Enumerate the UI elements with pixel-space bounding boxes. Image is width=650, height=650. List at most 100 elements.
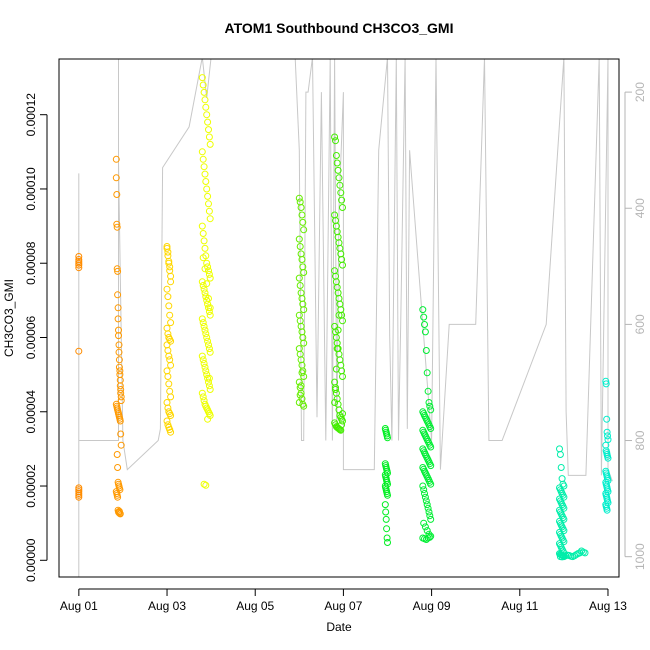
data-point [199, 282, 207, 289]
data-point [201, 170, 209, 178]
data-point [200, 285, 208, 293]
data-point [163, 417, 171, 425]
data-point [334, 166, 342, 174]
data-point [166, 263, 174, 271]
data-point [75, 253, 83, 260]
pressure-track [78, 59, 613, 577]
data-point [421, 493, 429, 501]
data-point [204, 337, 212, 345]
series-aug-09 [419, 306, 435, 543]
data-point [200, 480, 208, 488]
data-point [556, 451, 564, 458]
data-point [297, 289, 305, 297]
y-tick-label: 0.00008 [24, 241, 38, 285]
y-tick-label: 0.00006 [24, 315, 38, 359]
data-point [167, 393, 175, 401]
data-point [426, 402, 434, 410]
x-tick-label: Aug 01 [60, 599, 98, 613]
data-point [203, 296, 211, 304]
data-point [576, 549, 584, 557]
series-aug-04 [198, 74, 214, 489]
data-point [200, 88, 208, 96]
data-point [424, 387, 432, 395]
data-point [602, 380, 610, 388]
data-point [203, 334, 211, 341]
data-point [560, 493, 568, 501]
data-point [421, 321, 428, 328]
plot-frame [58, 58, 620, 578]
data-point [163, 399, 171, 406]
data-point [164, 293, 172, 301]
data-point [114, 315, 122, 323]
data-point [198, 315, 206, 323]
data-point [199, 230, 207, 237]
data-point [117, 393, 125, 401]
data-point [420, 313, 428, 321]
data-point [427, 425, 435, 432]
data-point [603, 428, 611, 436]
data-point [115, 341, 123, 349]
data-point [423, 501, 431, 509]
series-aug-01 [75, 253, 83, 501]
data-point [300, 402, 308, 410]
data-point [205, 345, 213, 353]
data-point [166, 311, 174, 319]
data-point [578, 547, 585, 555]
data-point [205, 374, 213, 382]
data-point [115, 332, 122, 340]
y-tick-label: 0.00002 [24, 464, 38, 508]
data-point [198, 389, 206, 397]
data-point [382, 508, 390, 516]
data-point [117, 386, 125, 393]
data-point [206, 386, 214, 393]
data-point [332, 365, 340, 373]
data-point [205, 207, 213, 215]
data-point [164, 373, 172, 380]
data-point [603, 415, 611, 423]
data-point [558, 475, 566, 483]
data-point [300, 226, 308, 234]
data-point [201, 265, 209, 273]
data-point [205, 126, 212, 134]
data-point [421, 490, 428, 497]
series-aug-08 [381, 425, 391, 546]
data-point [422, 497, 430, 505]
data-point [202, 481, 210, 489]
data-point [116, 417, 124, 425]
data-point [198, 148, 206, 156]
data-point [560, 527, 568, 535]
data-point [201, 244, 209, 252]
data-point [167, 337, 175, 345]
data-point [198, 222, 206, 230]
data-point [560, 515, 568, 523]
data-point [333, 283, 341, 291]
data-point [381, 501, 389, 509]
data-point [206, 348, 214, 356]
data-point [338, 196, 346, 204]
data-point [333, 345, 341, 353]
data-point [427, 480, 435, 488]
x-tick-label: Aug 11 [501, 599, 538, 613]
data-point [331, 133, 339, 141]
x-tick-label: Aug 07 [324, 599, 362, 613]
data-point [295, 345, 303, 353]
data-point [201, 326, 209, 334]
data-point [114, 291, 122, 299]
data-point [199, 319, 207, 327]
data-point [202, 178, 210, 185]
data-point [425, 399, 433, 406]
data-point [205, 267, 212, 275]
data-point [296, 391, 304, 399]
data-point [295, 274, 303, 282]
data-point [604, 454, 612, 462]
data-point [602, 377, 610, 385]
series-aug-03 [163, 243, 175, 436]
data-point [298, 211, 306, 219]
data-point [571, 552, 578, 560]
data-point [204, 118, 212, 126]
data-point [335, 350, 343, 358]
data-point [167, 412, 175, 419]
data-point [296, 282, 304, 289]
data-point [165, 302, 173, 310]
data-point [336, 244, 344, 252]
